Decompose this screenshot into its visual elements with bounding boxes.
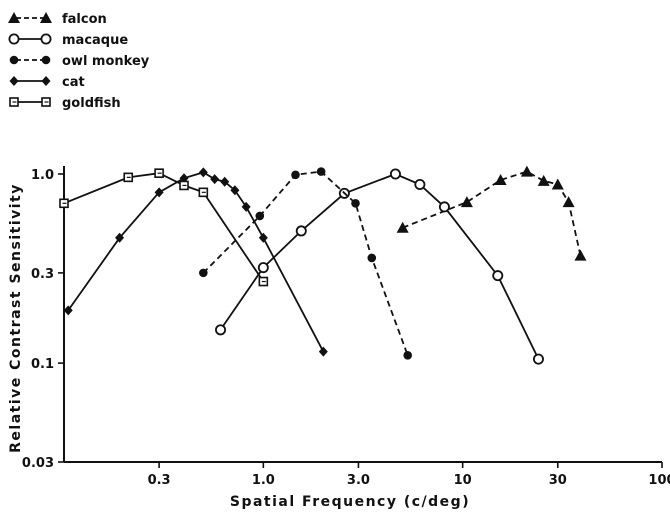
y-tick-label: 0.03 (22, 456, 54, 471)
x-axis-label: Spatial Frequency (c/deg) (230, 494, 470, 510)
data-point-cat (318, 346, 328, 357)
legend-marker (8, 12, 20, 23)
series-cat (63, 167, 328, 357)
data-point-owl-monkey (403, 350, 413, 360)
x-tick-label: 3.0 (347, 473, 370, 488)
legend-marker (40, 33, 52, 45)
x-tick-label: 0.3 (148, 473, 171, 488)
data-point-cat (230, 185, 240, 196)
series-layer (59, 165, 587, 365)
data-point-cat (115, 232, 125, 243)
data-point-macaque (414, 178, 426, 190)
data-point-cat (63, 305, 73, 316)
chart-axes (63, 166, 662, 463)
legend-marker (41, 55, 51, 65)
data-point-macaque (389, 168, 401, 180)
x-tick-label: 30 (549, 473, 567, 488)
x-tick-label: 100 (648, 473, 670, 488)
legend: falcon macaque owl monkey cat goldfish (8, 12, 150, 111)
y-axis-label: Relative Contrast Sensitivity (8, 183, 24, 453)
legend-item-macaque: macaque (8, 33, 128, 48)
data-point-cat (210, 174, 220, 185)
legend-item-cat: cat (9, 75, 85, 90)
x-tick-label: 10 (454, 473, 472, 488)
y-tick-label: 1.0 (31, 168, 54, 183)
data-point-cat (258, 232, 268, 243)
data-point-cat (241, 201, 251, 212)
series-line-cat (67, 171, 325, 353)
series-line-owl-monkey (202, 170, 409, 356)
legend-label: macaque (62, 33, 128, 48)
series-owl-monkey (199, 167, 413, 360)
data-point-macaque (257, 262, 269, 274)
data-point-macaque (295, 225, 307, 237)
legend-label: goldfish (62, 96, 121, 111)
data-point-falcon (574, 249, 587, 261)
data-point-falcon (551, 178, 564, 190)
data-point-falcon (494, 173, 507, 185)
data-point-owl-monkey (316, 167, 326, 176)
legend-marker (9, 55, 19, 65)
data-point-falcon (562, 196, 575, 208)
axis-ticks: 0.3 1.0 3.0 10 30 100 1.0 0.3 0.1 0.03 (22, 168, 670, 488)
data-point-macaque (532, 353, 544, 365)
data-point-owl-monkey (199, 268, 208, 278)
data-point-owl-monkey (255, 211, 265, 221)
data-point-cat (220, 176, 230, 187)
data-point-owl-monkey (367, 253, 377, 263)
series-line-falcon (402, 170, 582, 256)
data-point-falcon (537, 174, 550, 186)
data-point-macaque (215, 324, 227, 336)
legend-marker (8, 33, 20, 45)
legend-label: owl monkey (62, 54, 150, 69)
data-point-macaque (492, 270, 504, 282)
series-macaque (215, 168, 544, 365)
data-point-cat (154, 187, 164, 198)
series-falcon (396, 165, 587, 261)
legend-marker (40, 12, 52, 23)
data-point-falcon (460, 196, 473, 208)
data-point-macaque (438, 201, 450, 213)
legend-item-owl-monkey: owl monkey (9, 54, 150, 69)
legend-label: cat (62, 75, 85, 90)
legend-marker (41, 76, 51, 86)
data-point-falcon (520, 165, 533, 177)
legend-item-goldfish: goldfish (9, 96, 121, 111)
legend-marker (9, 76, 19, 86)
series-line-goldfish (63, 172, 265, 283)
data-point-owl-monkey (351, 198, 360, 208)
x-tick-label: 1.0 (252, 473, 275, 488)
y-tick-label: 0.3 (31, 267, 54, 282)
data-point-owl-monkey (291, 170, 300, 180)
series-goldfish (59, 168, 269, 287)
legend-item-falcon: falcon (8, 12, 107, 27)
data-point-falcon (396, 221, 409, 233)
legend-label: falcon (62, 12, 107, 27)
data-point-cat (198, 167, 208, 178)
y-tick-label: 0.1 (31, 357, 54, 372)
